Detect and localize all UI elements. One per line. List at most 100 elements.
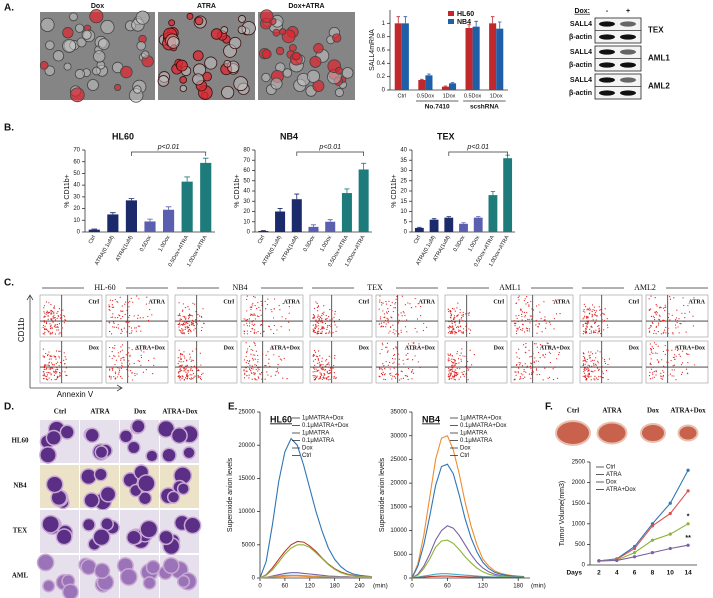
event	[48, 358, 51, 360]
nucleus	[120, 430, 132, 443]
series-line	[411, 525, 525, 579]
event	[595, 352, 597, 354]
event	[528, 304, 530, 306]
event	[62, 309, 64, 311]
event	[112, 347, 114, 349]
event	[671, 314, 673, 316]
event	[50, 312, 52, 314]
event	[536, 374, 538, 376]
event	[268, 358, 270, 360]
event	[460, 358, 462, 360]
event	[414, 297, 416, 300]
event	[541, 331, 543, 333]
event	[334, 324, 336, 326]
nucleus	[140, 521, 157, 538]
event	[195, 331, 198, 333]
error-bar	[110, 212, 116, 215]
cell	[282, 68, 293, 78]
legend-label: 1μMATRA	[460, 431, 487, 437]
event	[394, 353, 396, 356]
event	[60, 316, 62, 319]
event	[591, 310, 593, 313]
chart-title: NB4	[280, 131, 298, 141]
event	[598, 324, 600, 327]
event	[46, 375, 48, 378]
event	[271, 348, 273, 350]
event	[189, 313, 191, 315]
band-label: β-actin	[569, 90, 592, 97]
cell	[74, 68, 85, 80]
event	[112, 326, 114, 328]
event	[584, 376, 586, 378]
event	[246, 366, 249, 368]
event	[273, 308, 275, 310]
event	[65, 367, 67, 369]
event	[260, 323, 262, 326]
y-tick-label: 30	[400, 168, 407, 174]
panel-label: A.	[4, 3, 14, 14]
event	[186, 325, 188, 328]
event	[188, 321, 190, 323]
event	[129, 354, 131, 356]
point	[632, 546, 637, 551]
cell	[133, 85, 142, 94]
event	[590, 370, 592, 372]
event	[525, 296, 528, 298]
event	[51, 331, 54, 333]
nucleus	[63, 584, 78, 598]
event	[57, 315, 59, 317]
event	[188, 329, 190, 331]
y-tick-label: 70	[243, 158, 250, 164]
event	[391, 378, 393, 380]
event	[585, 374, 587, 376]
event	[395, 330, 397, 332]
event	[666, 318, 669, 320]
event	[254, 305, 256, 307]
event	[671, 349, 673, 351]
y-tick-label: 2500	[572, 460, 586, 466]
event	[137, 314, 139, 316]
event	[378, 308, 380, 310]
event	[517, 370, 519, 373]
event	[453, 308, 455, 310]
event	[188, 315, 191, 317]
event	[380, 372, 383, 375]
event	[179, 365, 181, 367]
event	[181, 353, 183, 355]
cell	[63, 62, 72, 71]
event	[660, 372, 662, 375]
event	[327, 363, 329, 365]
event	[312, 360, 315, 362]
event	[201, 326, 203, 329]
event	[516, 363, 518, 366]
event	[459, 309, 461, 311]
event	[686, 353, 689, 355]
event	[416, 331, 418, 333]
event	[531, 373, 533, 375]
event	[528, 328, 531, 330]
event	[177, 320, 179, 322]
event	[584, 330, 586, 332]
cell	[259, 9, 274, 23]
event	[381, 342, 383, 344]
event	[534, 357, 536, 359]
event	[447, 332, 450, 334]
error-bar	[147, 218, 153, 222]
event	[190, 323, 192, 325]
nucleus	[81, 560, 96, 574]
event	[147, 359, 150, 362]
x-tick-label: 0	[258, 584, 262, 590]
event	[455, 372, 458, 374]
flow-x-label: Annexin V	[57, 390, 94, 399]
cell	[192, 50, 204, 62]
event	[465, 324, 467, 326]
event	[251, 323, 253, 325]
event	[530, 355, 532, 358]
nucleus	[162, 448, 176, 462]
event	[603, 358, 606, 361]
event	[468, 312, 471, 314]
y-tick-label: 20	[400, 189, 407, 195]
event	[595, 331, 597, 334]
event	[60, 309, 62, 311]
event	[254, 379, 256, 381]
